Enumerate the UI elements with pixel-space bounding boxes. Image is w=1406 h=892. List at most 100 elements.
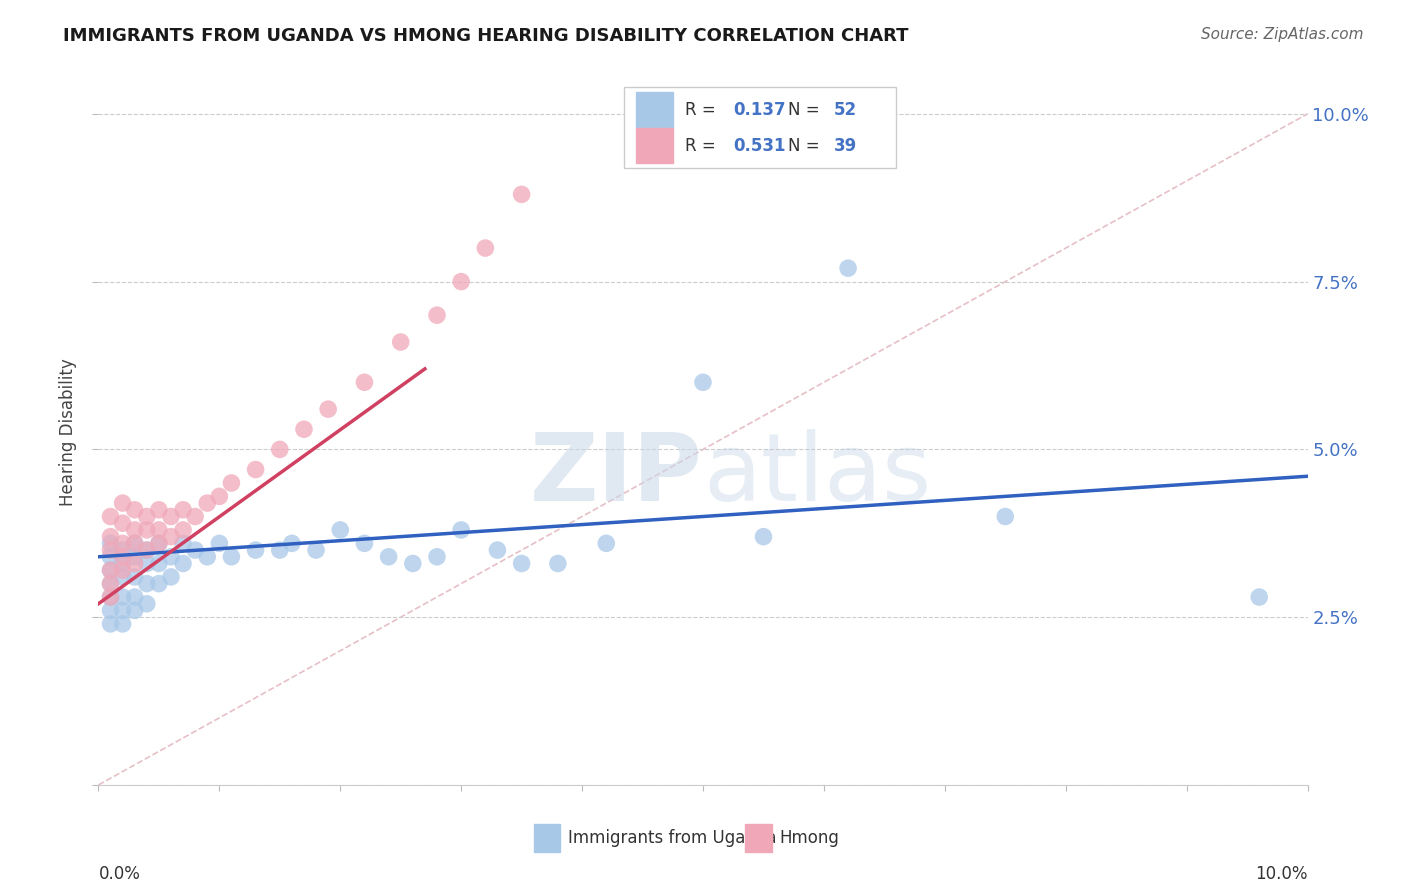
- Point: [124, 523, 146, 537]
- Point: [111, 536, 134, 550]
- Point: [111, 496, 134, 510]
- Text: Hmong: Hmong: [779, 829, 839, 847]
- Text: 52: 52: [834, 101, 856, 119]
- Point: [353, 536, 375, 550]
- Point: [172, 557, 194, 571]
- Point: [100, 576, 122, 591]
- Point: [148, 536, 170, 550]
- Point: [100, 576, 122, 591]
- Point: [160, 549, 183, 564]
- Point: [100, 530, 122, 544]
- Point: [148, 576, 170, 591]
- Point: [752, 530, 775, 544]
- Point: [124, 503, 146, 517]
- Point: [135, 557, 157, 571]
- Point: [316, 402, 339, 417]
- Point: [135, 576, 157, 591]
- Text: N =: N =: [787, 101, 824, 119]
- Point: [100, 590, 122, 604]
- Point: [450, 523, 472, 537]
- Point: [547, 557, 569, 571]
- Point: [426, 549, 449, 564]
- Text: IMMIGRANTS FROM UGANDA VS HMONG HEARING DISABILITY CORRELATION CHART: IMMIGRANTS FROM UGANDA VS HMONG HEARING …: [63, 27, 908, 45]
- Point: [1249, 590, 1271, 604]
- Text: 39: 39: [834, 136, 856, 154]
- Bar: [534, 823, 561, 852]
- Text: 0.531: 0.531: [734, 136, 786, 154]
- FancyBboxPatch shape: [624, 87, 897, 169]
- Text: N =: N =: [787, 136, 824, 154]
- Point: [195, 549, 218, 564]
- Point: [100, 563, 122, 577]
- Point: [111, 549, 134, 564]
- Point: [184, 509, 207, 524]
- Point: [111, 557, 134, 571]
- Point: [124, 536, 146, 550]
- Point: [111, 516, 134, 531]
- Point: [160, 530, 183, 544]
- Point: [111, 543, 134, 558]
- Point: [111, 570, 134, 584]
- Point: [377, 549, 399, 564]
- Point: [148, 536, 170, 550]
- Point: [172, 503, 194, 517]
- Point: [160, 509, 183, 524]
- Point: [450, 275, 472, 289]
- Point: [208, 489, 231, 503]
- Point: [124, 536, 146, 550]
- Point: [124, 590, 146, 604]
- Point: [135, 597, 157, 611]
- Point: [100, 536, 122, 550]
- Point: [124, 549, 146, 564]
- Point: [135, 543, 157, 558]
- Point: [281, 536, 304, 550]
- Point: [195, 496, 218, 510]
- Point: [100, 616, 122, 631]
- Point: [148, 523, 170, 537]
- Point: [172, 523, 194, 537]
- Point: [692, 376, 714, 390]
- Y-axis label: Hearing Disability: Hearing Disability: [59, 359, 77, 507]
- Point: [389, 334, 412, 349]
- Text: 0.0%: 0.0%: [98, 865, 141, 883]
- Point: [135, 509, 157, 524]
- Bar: [637, 128, 672, 163]
- Point: [994, 509, 1017, 524]
- Point: [510, 557, 533, 571]
- Text: 10.0%: 10.0%: [1256, 865, 1308, 883]
- Point: [172, 536, 194, 550]
- Point: [135, 543, 157, 558]
- Point: [353, 376, 375, 390]
- Point: [245, 543, 267, 558]
- Point: [292, 422, 315, 436]
- Point: [184, 543, 207, 558]
- Point: [510, 187, 533, 202]
- Point: [486, 543, 509, 558]
- Point: [100, 563, 122, 577]
- Point: [269, 442, 291, 457]
- Bar: [745, 823, 772, 852]
- Point: [124, 570, 146, 584]
- Point: [100, 549, 122, 564]
- Point: [474, 241, 496, 255]
- Text: 0.137: 0.137: [734, 101, 786, 119]
- Point: [329, 523, 352, 537]
- Point: [221, 549, 243, 564]
- Point: [837, 261, 859, 276]
- Point: [111, 590, 134, 604]
- Point: [305, 543, 328, 558]
- Point: [148, 503, 170, 517]
- Text: R =: R =: [685, 136, 721, 154]
- Point: [100, 543, 122, 558]
- Point: [595, 536, 617, 550]
- Point: [160, 570, 183, 584]
- Point: [111, 603, 134, 617]
- Point: [124, 603, 146, 617]
- Point: [100, 590, 122, 604]
- Point: [100, 509, 122, 524]
- Point: [100, 603, 122, 617]
- Point: [135, 523, 157, 537]
- Point: [148, 557, 170, 571]
- Point: [111, 563, 134, 577]
- Text: Source: ZipAtlas.com: Source: ZipAtlas.com: [1201, 27, 1364, 42]
